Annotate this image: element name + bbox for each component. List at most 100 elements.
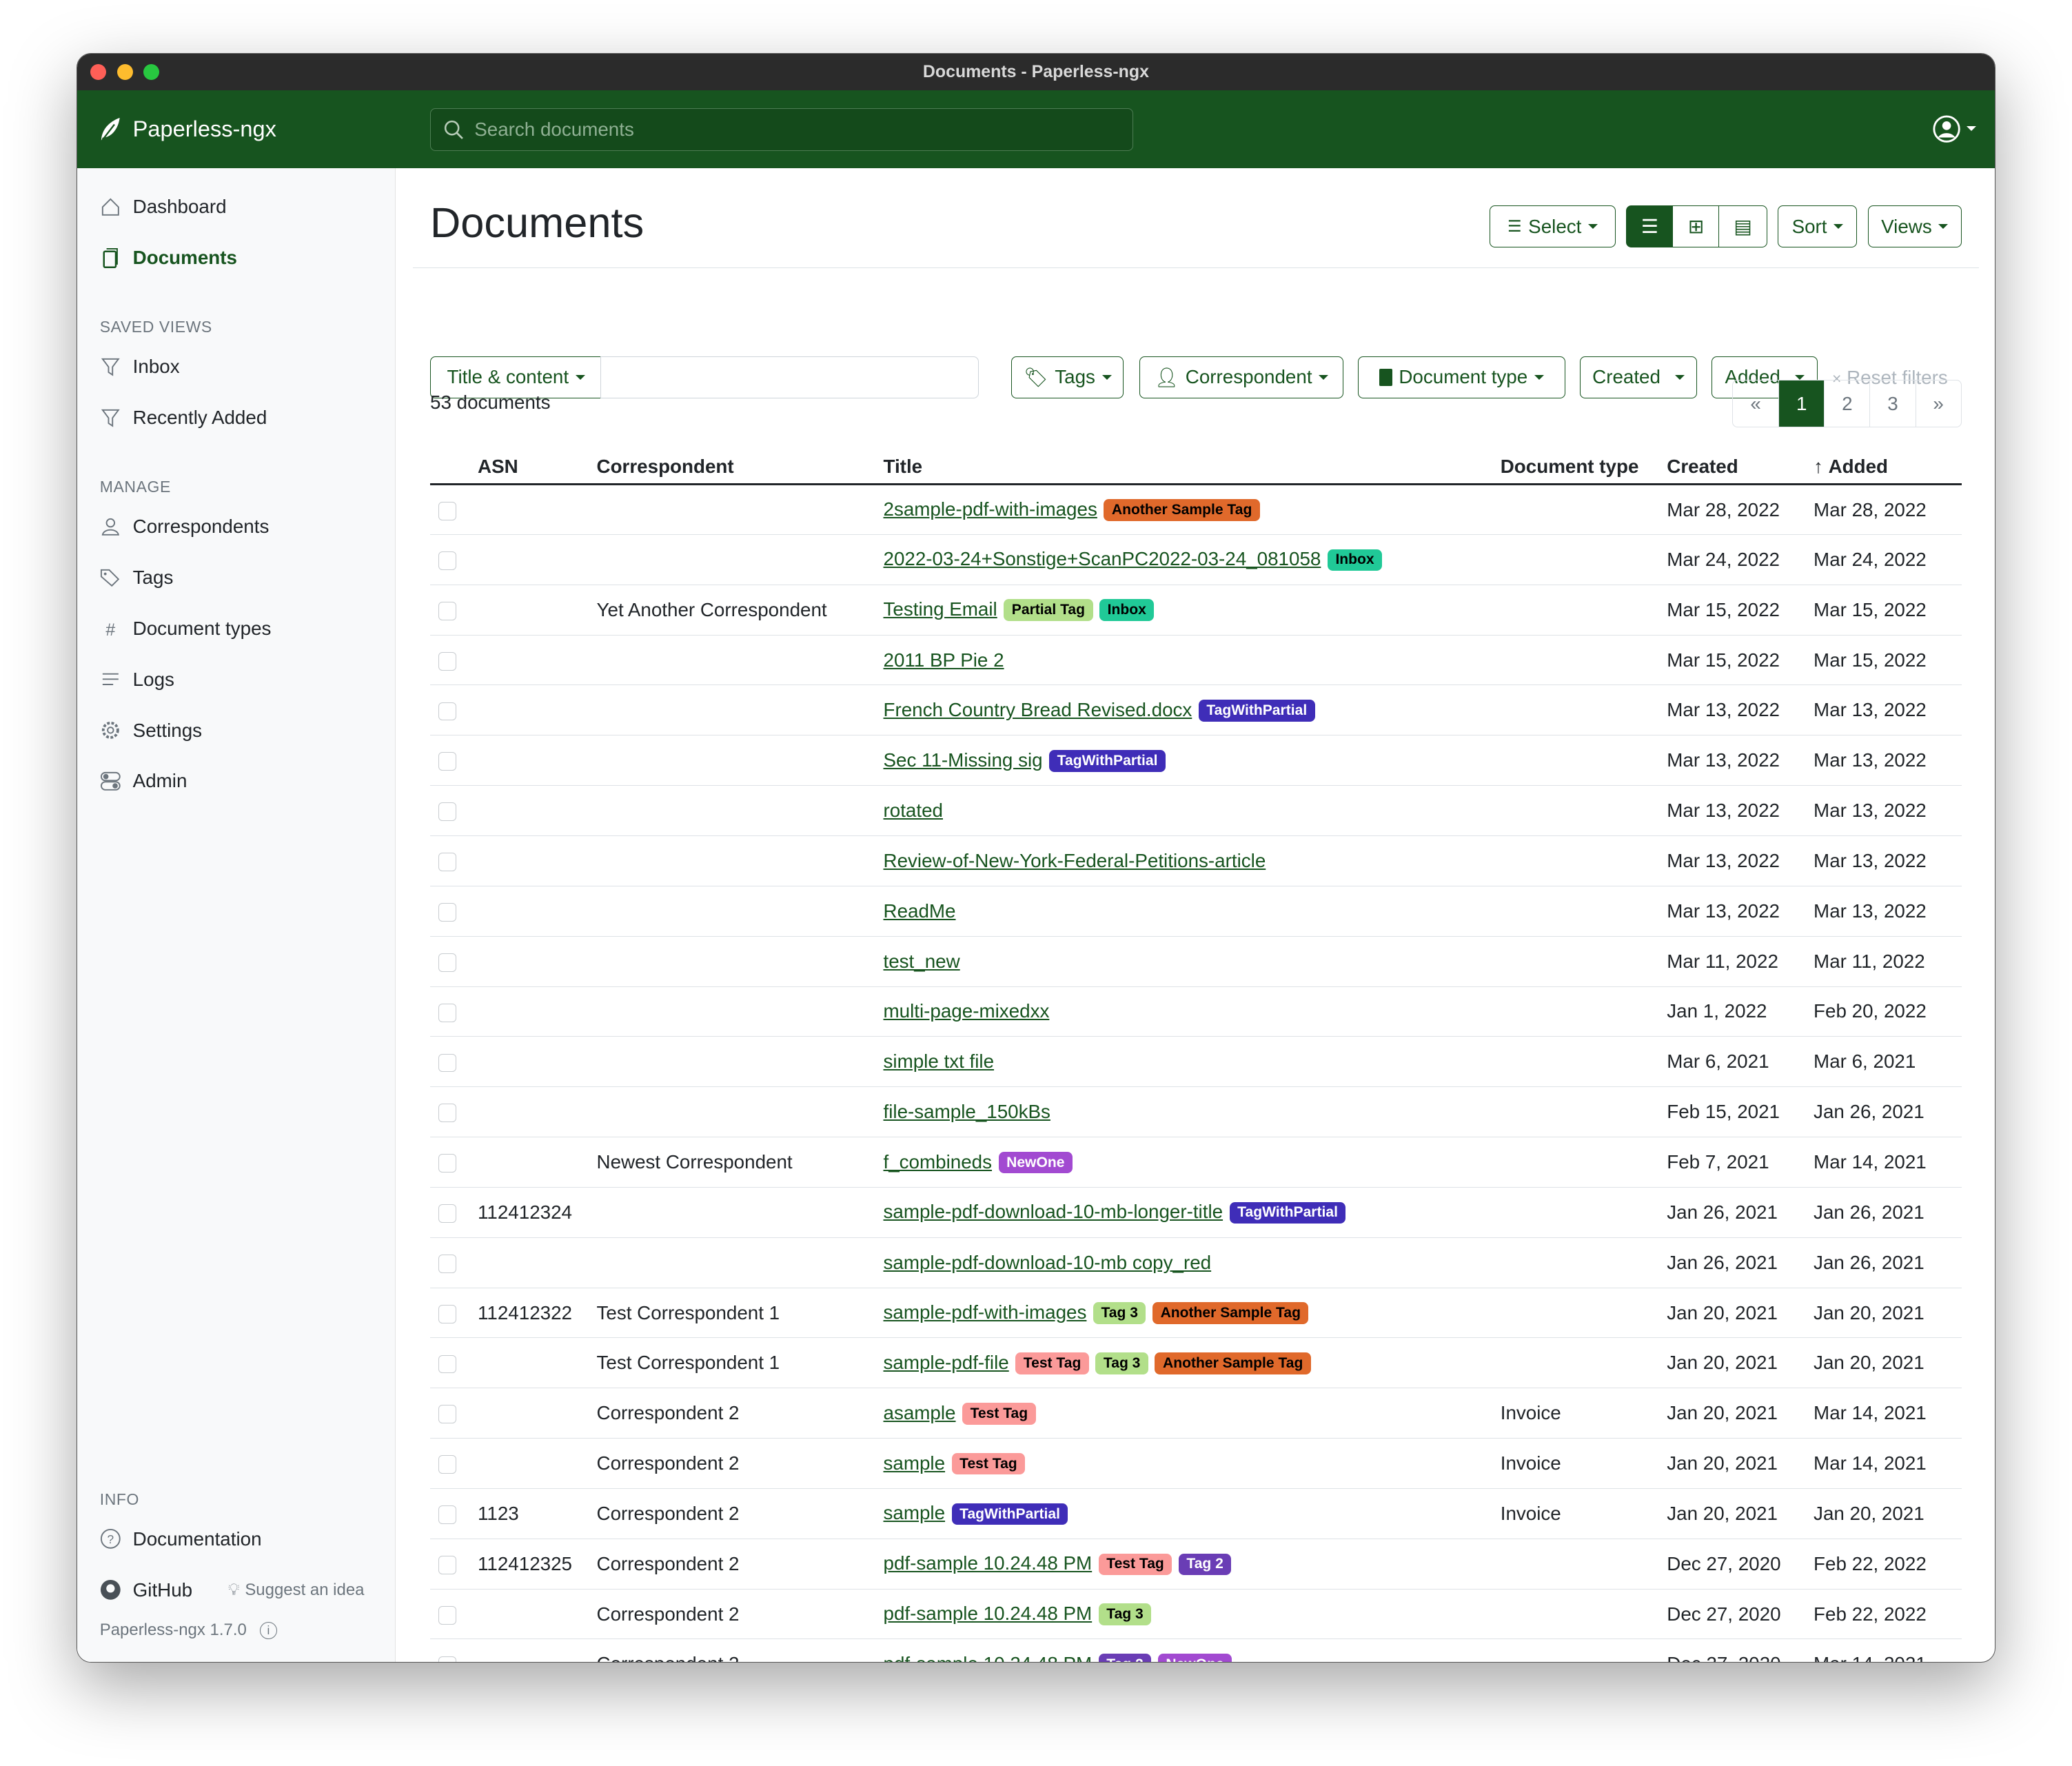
row-checkbox[interactable] <box>438 501 457 520</box>
row-checkbox[interactable] <box>438 1003 457 1022</box>
sidebar-item-dashboard[interactable]: Dashboard <box>77 182 395 233</box>
tag-badge[interactable]: Tag 3 <box>1095 1352 1148 1374</box>
sidebar-item-logs[interactable]: Logs <box>77 654 395 705</box>
row-checkbox[interactable] <box>438 1104 457 1123</box>
tag-badge[interactable]: Another Sample Tag <box>1104 499 1260 521</box>
document-title-link[interactable]: multi-page-mixedxx <box>883 1000 1050 1022</box>
sidebar-item-document-types[interactable]: # Document types <box>77 603 395 654</box>
tag-badge[interactable]: NewOne <box>998 1151 1073 1174</box>
table-row[interactable]: French Country Bread Revised.docx TagWith… <box>430 684 1962 736</box>
sidebar-item-recently-added[interactable]: Recently Added <box>77 392 395 443</box>
document-title-link[interactable]: sample-pdf-download-10-mb copy_red <box>883 1251 1212 1273</box>
tag-badge[interactable]: Test Tag <box>1098 1553 1172 1576</box>
table-row[interactable]: Test Correspondent 1 sample-pdf-file Test … <box>430 1337 1962 1389</box>
row-checkbox[interactable] <box>438 902 457 922</box>
document-type-filter-dropdown[interactable]: Document type <box>1357 356 1565 398</box>
row-checkbox[interactable] <box>438 651 457 671</box>
sort-dropdown[interactable]: Sort <box>1778 205 1858 248</box>
row-checkbox[interactable] <box>438 1154 457 1173</box>
tag-badge[interactable]: Tag 2 <box>1098 1654 1152 1662</box>
view-small-cards-button[interactable]: ⊞ <box>1672 205 1720 248</box>
table-row[interactable]: 112412322 Test Correspondent 1 sample-pdf-… <box>430 1288 1962 1339</box>
row-checkbox[interactable] <box>438 802 457 822</box>
document-title-link[interactable]: f_combineds <box>883 1150 993 1173</box>
tag-badge[interactable]: Tag 3 <box>1098 1603 1152 1626</box>
sidebar-item-documentation[interactable]: ? Documentation <box>77 1514 395 1565</box>
row-checkbox[interactable] <box>438 1354 457 1374</box>
document-title-link[interactable]: 2022-03-24+Sonstige+ScanPC2022-03-24_081… <box>883 548 1321 570</box>
document-title-link[interactable]: Sec 11-Missing sig <box>883 749 1043 771</box>
document-title-link[interactable]: pdf-sample 10.24.48 PM <box>883 1603 1093 1625</box>
table-row[interactable]: Newest Correspondent f_combineds NewOne Feb… <box>430 1137 1962 1188</box>
user-menu-button[interactable] <box>1932 114 1976 143</box>
table-row[interactable]: 2011 BP Pie 2 Mar 15, 2022 Mar 15, 2022 <box>430 635 1962 686</box>
document-title-link[interactable]: ReadMe <box>883 900 956 922</box>
table-row[interactable]: rotated Mar 13, 2022 Mar 13, 2022 <box>430 785 1962 836</box>
row-checkbox[interactable] <box>438 953 457 972</box>
table-row[interactable]: 1123 Correspondent 2 sample TagWithPartial I… <box>430 1488 1962 1539</box>
view-large-cards-button[interactable]: ▤ <box>1718 205 1767 248</box>
document-title-link[interactable]: file-sample_150kBs <box>883 1101 1050 1123</box>
text-filter-type-dropdown[interactable]: Title & content <box>430 356 602 398</box>
table-row[interactable]: 2sample-pdf-with-images Another Sample Ta… <box>430 484 1962 535</box>
table-row[interactable]: multi-page-mixedxx Jan 1, 2022 Feb 20, 202… <box>430 986 1962 1037</box>
document-title-link[interactable]: Review-of-New-York-Federal-Petitions-art… <box>883 849 1266 871</box>
text-filter-input[interactable] <box>600 356 979 398</box>
table-row[interactable]: Review-of-New-York-Federal-Petitions-art… <box>430 835 1962 886</box>
row-checkbox[interactable] <box>438 702 457 721</box>
tag-badge[interactable]: Inbox <box>1327 549 1383 571</box>
document-title-link[interactable]: sample <box>883 1452 946 1474</box>
document-title-link[interactable]: 2sample-pdf-with-images <box>883 498 1097 520</box>
reset-filters-button[interactable]: × Reset filters <box>1832 367 1948 389</box>
document-title-link[interactable]: French Country Bread Revised.docx <box>883 698 1192 720</box>
table-row[interactable]: Sec 11-Missing sig TagWithPartial Mar 13, … <box>430 735 1962 786</box>
tag-badge[interactable]: TagWithPartial <box>1229 1201 1346 1224</box>
page-button[interactable]: 1 <box>1778 380 1825 427</box>
page-button[interactable]: 3 <box>1869 380 1915 427</box>
column-header-asn[interactable]: ASN <box>469 449 589 486</box>
column-header-document-type[interactable]: Document type <box>1492 449 1659 486</box>
created-filter-dropdown[interactable]: Created <box>1579 356 1698 398</box>
row-checkbox[interactable] <box>438 1656 457 1662</box>
tag-badge[interactable]: Test Tag <box>1015 1352 1089 1374</box>
sidebar-item-correspondents[interactable]: Correspondents <box>77 501 395 552</box>
document-title-link[interactable]: sample-pdf-file <box>883 1351 1009 1373</box>
row-checkbox[interactable] <box>438 1455 457 1474</box>
next-page-button[interactable]: » <box>1915 380 1961 427</box>
page-button[interactable]: 2 <box>1824 380 1869 427</box>
row-checkbox[interactable] <box>438 853 457 871</box>
previous-page-button[interactable]: « <box>1750 392 1761 414</box>
close-window-button[interactable] <box>90 64 107 80</box>
view-table-button[interactable]: ☰ <box>1625 205 1674 248</box>
tag-badge[interactable]: TagWithPartial <box>1198 700 1315 722</box>
correspondent-filter-dropdown[interactable]: 👤︎ Correspondent <box>1139 356 1343 398</box>
row-checkbox[interactable] <box>438 601 457 620</box>
sidebar-item-tags[interactable]: Tags <box>77 552 395 603</box>
info-circle-icon[interactable]: i <box>259 1621 277 1639</box>
select-dropdown[interactable]: ☰ Select <box>1490 205 1616 248</box>
tag-badge[interactable]: Tag 2 <box>1178 1553 1232 1576</box>
document-title-link[interactable]: 2011 BP Pie 2 <box>883 649 1004 671</box>
document-title-link[interactable]: simple txt file <box>883 1051 995 1073</box>
row-checkbox[interactable] <box>438 1555 457 1574</box>
table-row[interactable]: 112412324 sample-pdf-download-10-mb-longe… <box>430 1187 1962 1238</box>
views-dropdown[interactable]: Views <box>1867 205 1962 248</box>
table-row[interactable]: Yet Another Correspondent Testing Email Pa… <box>430 585 1962 636</box>
sidebar-item-github[interactable]: GitHub 💡︎ Suggest an idea <box>77 1565 395 1616</box>
maximize-window-button[interactable] <box>143 64 159 80</box>
document-title-link[interactable]: pdf-sample 10.24.48 PM <box>884 1653 1093 1662</box>
row-checkbox[interactable] <box>438 1405 457 1424</box>
row-checkbox[interactable] <box>438 1505 457 1524</box>
document-title-link[interactable]: rotated <box>883 800 944 822</box>
table-row[interactable]: sample-pdf-download-10-mb copy_red Jan 26… <box>430 1237 1962 1288</box>
column-header-added[interactable]: ↑ Added <box>1805 449 1962 486</box>
row-checkbox[interactable] <box>438 1053 457 1073</box>
table-row[interactable]: 112412325 Correspondent 2 pdf-sample 10.24… <box>430 1539 1962 1590</box>
row-checkbox[interactable] <box>438 551 457 570</box>
tag-badge[interactable]: TagWithPartial <box>1049 750 1166 772</box>
tag-badge[interactable]: Tag 3 <box>1093 1302 1146 1324</box>
suggest-idea-link[interactable]: 💡︎ Suggest an idea <box>228 1581 365 1600</box>
sidebar-item-settings[interactable]: Settings <box>77 705 395 756</box>
